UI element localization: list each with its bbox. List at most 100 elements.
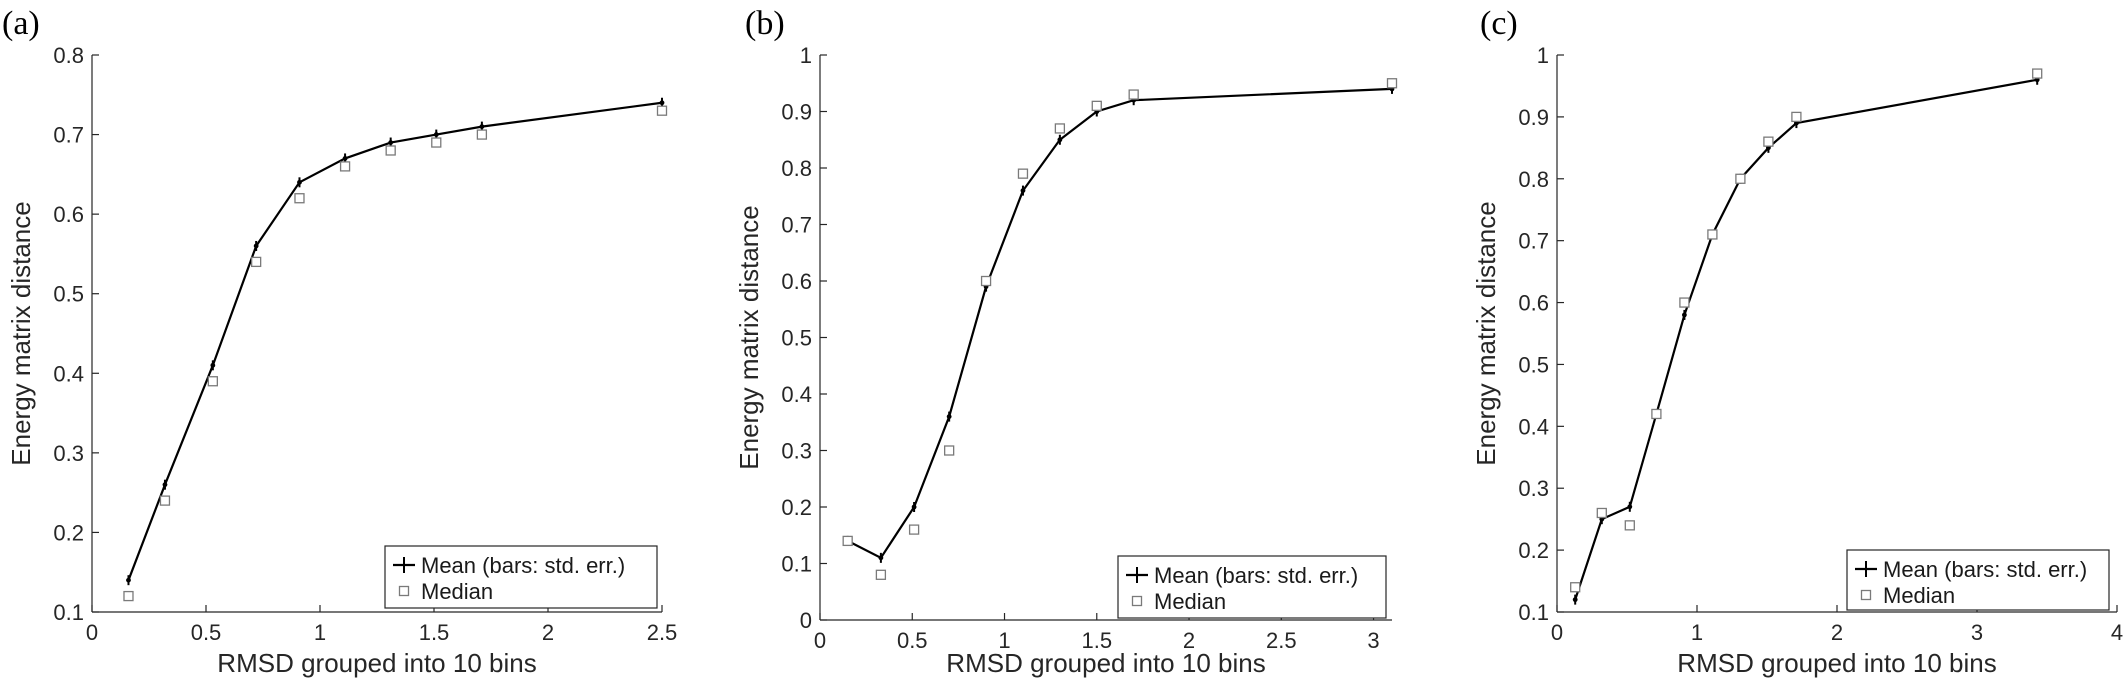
x-tick-label: 0 [1551,620,1563,645]
median-point [339,161,351,172]
y-tick-label: 0.2 [781,495,812,520]
y-tick-label: 0.8 [53,43,84,68]
median-point [431,137,442,148]
mean-point [1572,597,1578,603]
x-tick-label: 2.5 [647,620,678,645]
median-point [1054,123,1066,134]
mean-point [878,555,884,561]
y-tick-label: 0.3 [53,441,84,466]
x-tick-label: 1 [1691,620,1703,645]
mean-point [126,577,131,583]
mean-point [1057,137,1063,143]
mean-point [1020,188,1026,194]
y-tick-label: 0.8 [1518,167,1549,192]
median-point [207,376,218,387]
x-tick-label: 2 [1183,628,1195,653]
median-point [123,590,134,602]
mean-point [388,140,394,145]
median-point [875,569,887,580]
x-tick-label: 0 [86,620,98,645]
median-point [980,275,992,287]
panel-label: (a) [2,5,40,42]
y-tick-label: 0.7 [53,123,84,148]
y-tick-label: 0.7 [781,213,812,238]
x-tick-label: 0 [814,628,826,653]
median-point [1386,78,1398,89]
y-tick-label: 1 [1537,43,1549,68]
median-point [1017,168,1029,179]
y-tick-label: 0.1 [781,552,812,577]
median-point [1624,520,1635,531]
legend-median-swatch [398,585,410,597]
x-tick-label: 3 [1367,628,1379,653]
x-axis-title: RMSD grouped into 10 bins [217,648,536,678]
legend: Mean (bars: std. err.)Median [384,545,658,609]
mean-point [1682,312,1687,318]
median-point [1735,173,1746,184]
median-point [1596,507,1607,519]
median-point [251,256,262,268]
x-tick-label: 2 [542,620,554,645]
median-point [656,105,668,116]
mean-point [210,362,216,368]
chart-panel-a: (a) 0 0.5 1 1.5 2 2.5 0.1 0.2 0.3 0.4 0.5 0.6 0.7 0.8 R… [2,5,677,678]
median-point [944,445,955,456]
legend-box [1117,555,1387,619]
y-tick-label: 0.2 [1518,538,1549,563]
y-tick-label: 0.5 [781,326,812,351]
mean-series-line [1574,78,2038,600]
median-point [1679,297,1690,308]
y-tick-label: 0.6 [1518,291,1549,316]
mean-point [946,414,952,419]
y-tick-label: 0.2 [53,520,84,545]
y-tick-label: 0.5 [53,282,84,307]
y-tick-label: 0.3 [1518,476,1549,501]
legend-mean-label: Mean (bars: std. err.) [1883,557,2087,582]
legend-mean-label: Mean (bars: std. err.) [421,553,625,578]
legend-median-swatch [1860,589,1872,601]
y-tick-label: 0.9 [781,100,812,125]
panel-label: (b) [745,5,785,42]
y-axis-title: Energy matrix distance [6,201,36,465]
median-point [1707,229,1718,240]
median-point [476,129,488,140]
mean-series-line [847,87,1393,560]
y-tick-label: 1 [800,43,812,68]
y-tick-label: 0.6 [53,202,84,227]
median-point [1128,89,1139,100]
y-tick-label: 0 [800,608,812,633]
y-tick-label: 0.6 [781,269,812,294]
y-tick-label: 0.8 [781,156,812,181]
median-point [1651,408,1662,420]
y-tick-label: 0.7 [1518,229,1549,254]
median-point [1763,136,1774,147]
legend-box [1846,549,2110,611]
x-tick-label: 0.5 [191,620,222,645]
median-point [294,193,305,204]
x-tick-label: 4 [2111,620,2123,645]
panel-label: (c) [1480,5,1518,42]
median-point [385,145,396,156]
legend-median-swatch [1131,595,1143,607]
mean-point [479,124,485,130]
y-tick-label: 0.9 [1518,105,1549,130]
y-axis-title: Energy matrix distance [1471,201,1501,465]
legend: Mean (bars: std. err.)Median [1846,549,2110,611]
legend-box [384,545,658,609]
x-tick-label: 0.5 [897,628,928,653]
x-tick-label: 2 [1831,620,1843,645]
y-tick-label: 0.4 [1518,414,1549,439]
median-point [159,495,171,506]
mean-point [342,156,348,161]
legend-median-label: Median [1154,589,1226,614]
legend: Mean (bars: std. err.)Median [1117,555,1387,619]
x-tick-label: 1.5 [419,620,450,645]
median-point [908,524,920,535]
mean-point [1627,504,1633,510]
median-point [1570,582,1581,593]
mean-point [162,482,168,488]
chart-panel-b: (b) 0 0.5 1 1.5 2 2.5 3 0 0.1 0.2 0.3 0.4 0.5 0.6 0.7 0.… [734,5,1398,678]
mean-point [297,179,302,185]
x-tick-label: 1 [998,628,1010,653]
